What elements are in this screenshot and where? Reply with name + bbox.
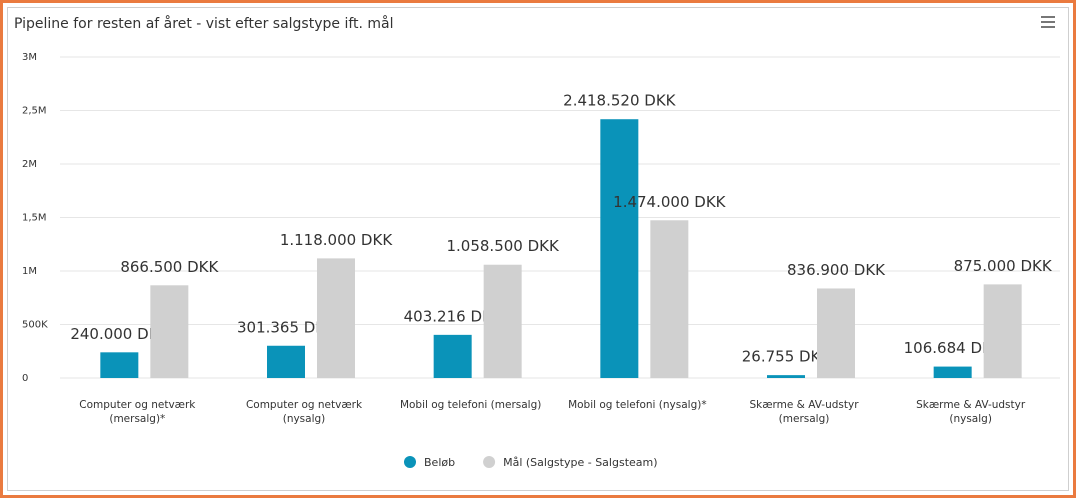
x-tick-label: Mobil og telefoni (nysalg)* [568,399,707,411]
data-label: 1.118.000 DKK [280,231,393,249]
bar [817,288,855,378]
chart-title: Pipeline for resten af året - vist efter… [14,15,394,32]
data-label: 1.058.500 DKK [446,237,559,255]
bar [983,284,1022,378]
bar [767,375,805,378]
x-tick-label: Computer og netværk (nysalg) [245,399,363,425]
data-label: 240.000 DKK [70,325,169,343]
y-tick-label: 3M [22,52,37,63]
x-tick-label: Skærme & AV-udstyr (mersalg) [749,399,859,425]
bar [100,352,139,378]
legend-swatch [404,456,416,468]
data-label: 403.216 DKK [404,307,503,325]
legend-label: Beløb [424,456,455,469]
menu-icon[interactable] [1041,16,1055,28]
bar [150,285,189,378]
data-label: 1.474.000 DKK [613,193,726,211]
data-label: 875.000 DKK [954,257,1053,275]
data-label: 301.365 DKK [237,318,336,336]
bar [267,345,305,378]
bar [433,334,472,378]
legend-label: Mål (Salgstype - Salgsteam) [503,456,657,469]
data-label: 106.684 DKK [904,339,1003,357]
bar [600,119,639,379]
bar [317,258,355,378]
legend-swatch [483,456,496,468]
data-label: 26.755 DKK [742,348,832,366]
y-tick-label: 1,5M [22,213,47,224]
y-tick-label: 2M [22,159,37,170]
data-label: 2.418.520 DKK [563,92,676,110]
y-tick-label: 2,5M [22,106,47,117]
x-tick-label: Computer og netværk (mersalg)* [79,399,196,425]
bar [933,366,972,378]
x-tick-label: Mobil og telefoni (mersalg) [399,399,542,411]
bar [483,264,522,378]
y-tick-label: 1M [22,266,37,277]
data-label: 866.500 DKK [120,258,219,276]
bar [650,220,689,378]
y-tick-label: 0 [22,373,28,384]
card [7,7,1069,491]
y-tick-label: 500K [22,320,48,331]
data-label: 836.900 DKK [787,261,886,279]
x-tick-label: Skærme & AV-udstyr (nysalg) [916,399,1026,425]
